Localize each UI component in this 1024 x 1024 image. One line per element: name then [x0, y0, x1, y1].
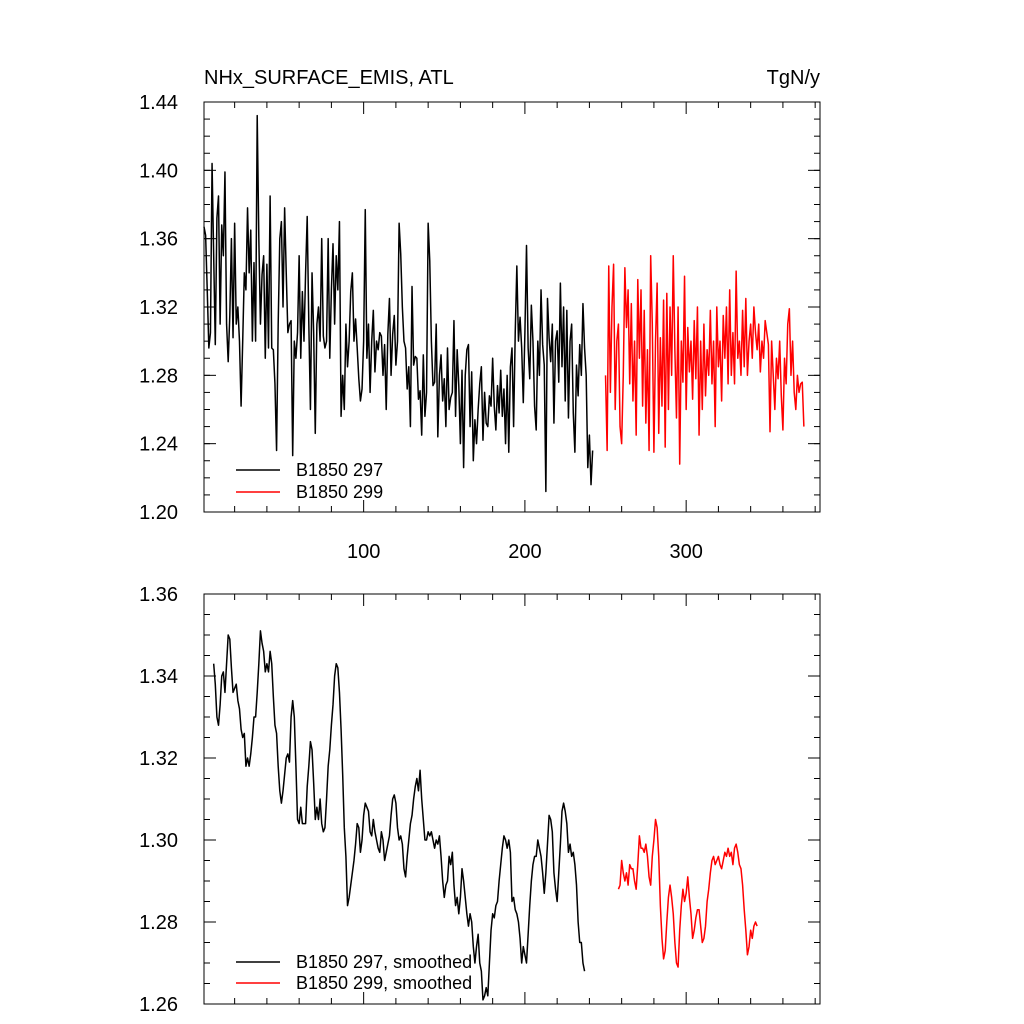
bot-series-line-b1850-297-smoothed	[212, 630, 586, 1001]
bottom-legend: B1850 297, smoothed B1850 299, smoothed	[236, 952, 472, 993]
top-y-tick-label: 1.32	[139, 297, 178, 319]
bottom-legend-label-297: B1850 297, smoothed	[296, 952, 472, 972]
top-y-tick-label: 1.28	[139, 365, 178, 387]
top-x-tick-labels: 100 200 300	[347, 541, 703, 563]
top-plot-frame	[203, 101, 821, 513]
bot-y-tick-label: 1.36	[139, 584, 178, 606]
top-y-tick-label: 1.40	[139, 160, 178, 182]
top-y-tick-label: 1.36	[139, 229, 178, 251]
top-y-tick-label: 1.24	[139, 434, 178, 456]
top-legend-label-297: B1850 297	[296, 460, 383, 480]
top-y-tick-label: 1.44	[139, 92, 178, 114]
top-y-tick-labels: 1.20 1.24 1.28 1.32 1.36 1.40 1.44	[139, 92, 178, 524]
bot-y-tick-label: 1.28	[139, 912, 178, 934]
top-x-tick-label: 300	[669, 541, 702, 563]
bot-series-line-b1850-299-smoothed	[617, 818, 758, 968]
top-x-tick-label: 100	[347, 541, 380, 563]
top-series-line-b1850-299	[604, 255, 805, 465]
top-x-tick-label: 200	[508, 541, 541, 563]
top-legend: B1850 297 B1850 299	[236, 460, 383, 502]
bot-y-tick-label: 1.30	[139, 830, 178, 852]
top-chart-title: NHx_SURFACE_EMIS, ATL	[204, 67, 454, 89]
top-panel: NHx_SURFACE_EMIS, ATL TgN/y 1.20 1.24 1.28…	[139, 67, 821, 563]
top-axis-ticks	[204, 101, 820, 513]
bottom-series-group	[212, 630, 758, 1001]
bot-y-tick-label: 1.34	[139, 666, 178, 688]
top-series-group	[203, 114, 805, 493]
bottom-axis-ticks	[204, 593, 820, 1005]
top-y-tick-label: 1.20	[139, 502, 178, 524]
top-legend-label-299: B1850 299	[296, 482, 383, 502]
bot-y-tick-label: 1.32	[139, 748, 178, 770]
bottom-legend-label-299: B1850 299, smoothed	[296, 973, 472, 993]
bot-y-tick-label: 1.26	[139, 994, 178, 1016]
bottom-panel: 1.26 1.28 1.30 1.32 1.34 1.36 B1850 297, smoo…	[139, 584, 821, 1016]
top-units-label: TgN/y	[767, 67, 820, 89]
bottom-y-tick-labels: 1.26 1.28 1.30 1.32 1.34 1.36	[139, 584, 178, 1016]
top-series-line-b1850-297	[203, 114, 594, 493]
